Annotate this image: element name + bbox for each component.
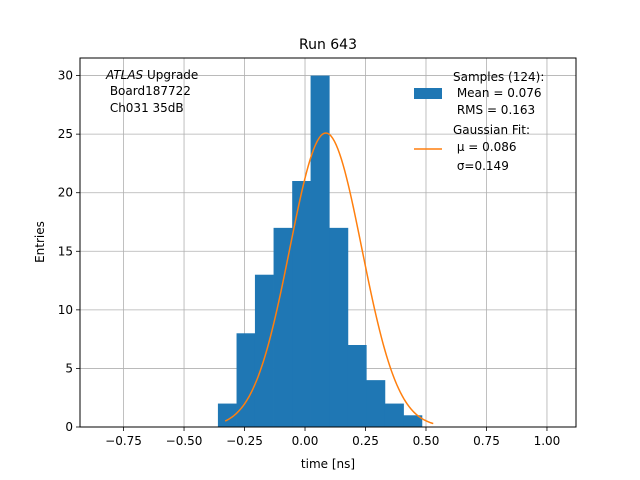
y-tick-label-1: 5 [65,361,73,375]
legend-mu-label: μ = 0.086 [453,140,517,154]
y-tick-label-3: 15 [58,244,73,258]
y-axis-label: Entries [33,221,47,263]
annotation-text: ATLAS Upgrade Board187722 Ch031 35dB [105,68,198,115]
legend-mean-label: Mean = 0.076 [453,86,542,100]
x-tick-label-0: −0.75 [105,434,142,448]
y-tick-label-6: 30 [58,69,73,83]
histogram-bars [217,75,423,428]
annotation-line-1: ATLAS Upgrade [105,68,198,82]
histogram-bar-10 [403,415,423,427]
x-axis-ticks: −0.75 −0.50 −0.25 0.00 0.25 0.50 0.75 1.00 [105,427,560,448]
chart-title: Run 643 [299,37,357,53]
legend-samples-label: Samples (124): [453,70,544,84]
y-tick-label-4: 20 [58,186,73,200]
gaussian-fit-curve [224,132,434,425]
histogram-bar-7 [347,345,367,427]
histogram-bar-5 [310,75,330,428]
x-axis-label: time [ns] [301,457,355,471]
plot-frame [79,57,577,428]
y-tick-label-0: 0 [65,420,73,434]
legend-rms-label: RMS = 0.163 [453,103,535,117]
histogram-bar-8 [366,380,386,427]
legend: Samples (124): Mean = 0.076 RMS = 0.163 … [414,70,544,173]
histogram-bar-6 [329,227,349,427]
x-tick-label-2: −0.25 [226,434,263,448]
x-tick-label-3: 0.00 [292,434,319,448]
histogram-bar-0 [217,403,237,427]
legend-samples-swatch [414,88,442,99]
annotation-upgrade: Upgrade [143,68,198,82]
annotation-line-3: Ch031 35dB [106,101,184,115]
x-tick-label-7: 1.00 [534,434,561,448]
x-tick-label-4: 0.25 [352,434,379,448]
histogram-bar-2 [254,274,274,427]
histogram-bar-4 [292,181,311,427]
x-tick-label-5: 0.50 [413,434,440,448]
legend-sigma-label: σ=0.149 [453,159,509,173]
annotation-atlas: ATLAS [105,68,144,82]
annotation-line-2: Board187722 [106,84,191,98]
y-tick-label-5: 25 [58,127,73,141]
x-tick-label-1: −0.50 [166,434,203,448]
histogram-bar-1 [236,333,256,427]
gaussian-fit-line [224,132,434,425]
y-tick-label-2: 10 [58,303,73,317]
y-axis-ticks: 0 5 10 15 20 25 30 [58,69,80,434]
histogram-bar-9 [384,403,404,427]
legend-fit-label: Gaussian Fit: [453,123,530,137]
x-tick-label-6: 0.75 [473,434,500,448]
histogram-bar-3 [273,227,293,427]
